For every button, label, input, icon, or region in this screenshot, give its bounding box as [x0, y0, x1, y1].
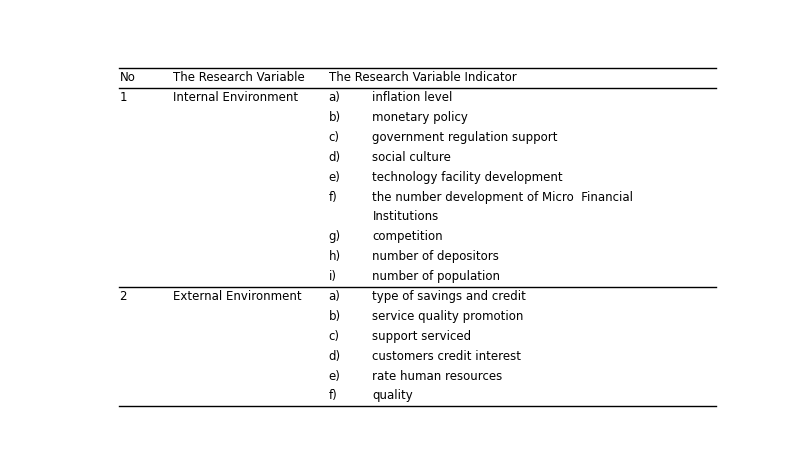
Text: Institutions: Institutions — [372, 211, 438, 224]
Text: government regulation support: government regulation support — [372, 131, 558, 144]
Text: a): a) — [329, 91, 341, 104]
Text: f): f) — [329, 389, 338, 402]
Text: competition: competition — [372, 231, 443, 243]
Text: quality: quality — [372, 389, 413, 402]
Text: d): d) — [329, 151, 341, 164]
Text: b): b) — [329, 310, 341, 323]
Text: i): i) — [329, 270, 337, 283]
Text: number of depositors: number of depositors — [372, 250, 500, 263]
Text: support serviced: support serviced — [372, 330, 472, 343]
Text: 2: 2 — [119, 290, 127, 303]
Text: e): e) — [329, 370, 341, 383]
Text: monetary policy: monetary policy — [372, 111, 468, 124]
Text: d): d) — [329, 350, 341, 363]
Text: technology facility development: technology facility development — [372, 171, 563, 184]
Text: number of population: number of population — [372, 270, 501, 283]
Text: inflation level: inflation level — [372, 91, 453, 104]
Text: service quality promotion: service quality promotion — [372, 310, 524, 323]
Text: a): a) — [329, 290, 341, 303]
Text: social culture: social culture — [372, 151, 451, 164]
Text: rate human resources: rate human resources — [372, 370, 503, 383]
Text: c): c) — [329, 330, 340, 343]
Text: f): f) — [329, 191, 338, 204]
Text: type of savings and credit: type of savings and credit — [372, 290, 526, 303]
Text: External Environment: External Environment — [172, 290, 301, 303]
Text: e): e) — [329, 171, 341, 184]
Text: No: No — [119, 71, 135, 85]
Text: customers credit interest: customers credit interest — [372, 350, 521, 363]
Text: c): c) — [329, 131, 340, 144]
Text: The Research Variable: The Research Variable — [172, 71, 305, 85]
Text: g): g) — [329, 231, 341, 243]
Text: h): h) — [329, 250, 341, 263]
Text: the number development of Micro  Financial: the number development of Micro Financia… — [372, 191, 634, 204]
Text: The Research Variable Indicator: The Research Variable Indicator — [329, 71, 517, 85]
Text: b): b) — [329, 111, 341, 124]
Text: Internal Environment: Internal Environment — [172, 91, 297, 104]
Text: 1: 1 — [119, 91, 127, 104]
